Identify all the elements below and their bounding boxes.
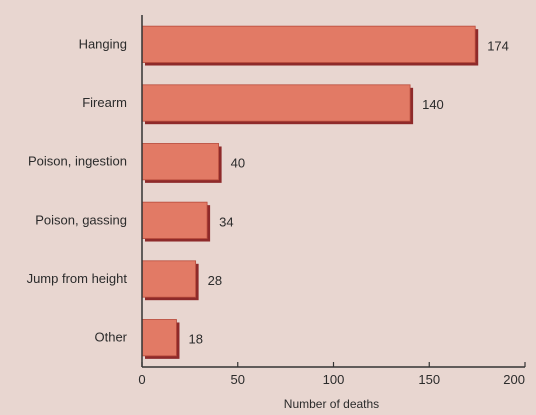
value-label-firearm: 140 [422, 97, 444, 112]
bar-other [141, 319, 177, 357]
value-label-hanging: 174 [487, 38, 509, 53]
category-label-poison-gassing: Poison, gassing [35, 212, 127, 227]
bar-poison-gassing [141, 201, 208, 239]
bar-jump-from-height [141, 260, 197, 298]
x-ticks-group: 0 50 100 150 200 [138, 362, 526, 387]
category-label-jump-from-height: Jump from height [27, 271, 128, 286]
x-tick-label-0: 0 [138, 372, 145, 387]
value-label-jump-from-height: 28 [208, 273, 222, 288]
x-axis-title: Number of deaths [284, 397, 379, 411]
value-label-other: 18 [188, 332, 202, 347]
bar-firearm [141, 84, 411, 122]
bars-group [141, 25, 479, 359]
x-tick-label-150: 150 [418, 372, 440, 387]
category-label-poison-ingestion: Poison, ingestion [28, 154, 127, 169]
category-label-firearm: Firearm [82, 95, 127, 110]
x-tick-label-200: 200 [503, 372, 525, 387]
value-label-poison-gassing: 34 [219, 214, 233, 229]
bar-poison-ingestion [141, 143, 219, 181]
category-labels-group: Hanging Firearm Poison, ingestion Poison, g… [27, 36, 128, 344]
category-label-hanging: Hanging [79, 36, 127, 51]
category-label-other: Other [94, 330, 127, 345]
value-label-poison-ingestion: 40 [231, 156, 245, 171]
value-labels-group: 174 140 40 34 28 18 [188, 38, 508, 346]
x-tick-label-50: 50 [231, 372, 245, 387]
x-tick-label-100: 100 [323, 372, 345, 387]
bar-hanging [141, 25, 476, 63]
